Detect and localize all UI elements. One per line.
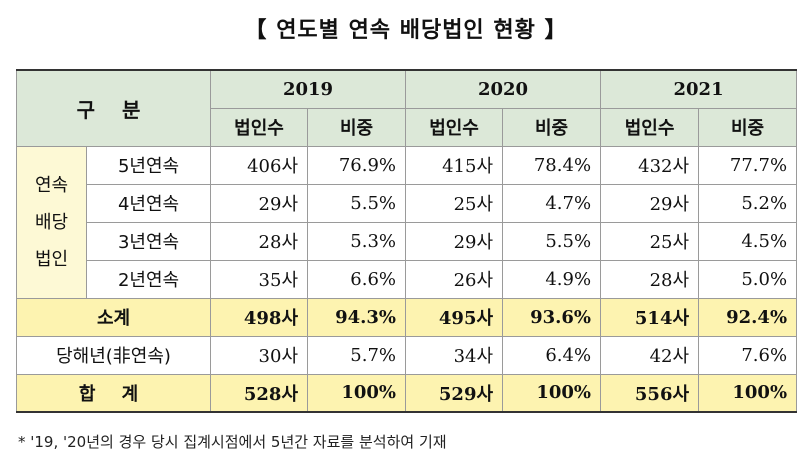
- non-consecutive-row: 당해년(非연속) 30사 5.7% 34사 6.4% 42사 7.6%: [15, 335, 798, 375]
- cell-count: 28사: [210, 221, 309, 261]
- row-label: 5년연속: [85, 145, 212, 185]
- cell-share: 100%: [307, 373, 407, 413]
- cell-count: 42사: [600, 335, 700, 375]
- cell-share: 4.5%: [698, 221, 798, 261]
- cell-share: 5.7%: [307, 335, 407, 375]
- table-row: 연속 배당 법인 5년연속 406사 76.9% 415사 78.4% 432사…: [16, 145, 798, 299]
- cell-share: 6.4%: [502, 335, 602, 375]
- cell-count: 29사: [405, 221, 504, 261]
- page-title: 【 연도별 연속 배당법인 현황 】: [244, 18, 568, 43]
- table-row: 2년연속 35사 6.6% 26사 4.9% 28사 5.0%: [17, 259, 798, 299]
- header-share: 비중: [307, 107, 407, 147]
- table-row: 3년연속 28사 5.3% 29사 5.5% 25사 4.5%: [17, 221, 798, 261]
- group-label-line: 배당: [34, 211, 69, 233]
- cell-share: 100%: [502, 373, 602, 413]
- cell-count: 34사: [405, 335, 504, 375]
- header-share: 비중: [502, 107, 602, 147]
- total-label: 합 계: [15, 373, 212, 413]
- cell-share: 94.3%: [307, 297, 407, 337]
- cell-count: 498사: [210, 297, 309, 337]
- cell-count: 528사: [210, 373, 309, 413]
- cell-count: 415사: [405, 145, 504, 185]
- cell-count: 35사: [210, 259, 309, 299]
- dividend-table: 구 분 2019 2020 2021 법인수 비중 법인수 비중 법인수 비중 …: [15, 69, 798, 413]
- cell-share: 4.7%: [502, 183, 602, 223]
- group-label: 연속 배당 법인: [16, 145, 87, 299]
- cell-share: 92.4%: [698, 297, 798, 337]
- row-label: 2년연속: [85, 259, 212, 299]
- cell-count: 529사: [405, 373, 504, 413]
- cell-count: 25사: [600, 221, 700, 261]
- row-label: 3년연속: [85, 221, 212, 261]
- subtotal-row: 소계 498사 94.3% 495사 93.6% 514사 92.4%: [15, 297, 798, 337]
- cell-share: 6.6%: [307, 259, 407, 299]
- table-row: 4년연속 29사 5.5% 25사 4.7% 29사 5.2%: [17, 183, 798, 223]
- header-count: 법인수: [210, 107, 309, 147]
- row-label: 4년연속: [85, 183, 212, 223]
- header-category: 구 분: [15, 69, 212, 147]
- cell-share: 5.2%: [698, 183, 798, 223]
- cell-share: 100%: [698, 373, 798, 413]
- cell-share: 5.5%: [307, 183, 407, 223]
- header-year-2020: 2020: [405, 69, 602, 109]
- non-consecutive-label: 당해년(非연속): [15, 335, 212, 375]
- footnote: * '19, '20년의 경우 당시 집계시점에서 5년간 자료를 분석하여 기…: [18, 433, 447, 451]
- cell-share: 5.0%: [698, 259, 798, 299]
- header-count: 법인수: [600, 107, 700, 147]
- cell-share: 5.3%: [307, 221, 407, 261]
- header-year-2019: 2019: [210, 69, 407, 109]
- cell-share: 7.6%: [698, 335, 798, 375]
- header-count: 법인수: [405, 107, 504, 147]
- cell-share: 77.7%: [698, 145, 798, 185]
- subtotal-label: 소계: [15, 297, 212, 337]
- cell-count: 432사: [600, 145, 700, 185]
- cell-count: 30사: [210, 335, 309, 375]
- cell-count: 29사: [600, 183, 700, 223]
- group-label-line: 연속: [34, 174, 69, 196]
- cell-share: 78.4%: [502, 145, 602, 185]
- cell-count: 406사: [210, 145, 309, 185]
- cell-count: 556사: [600, 373, 700, 413]
- cell-count: 28사: [600, 259, 700, 299]
- cell-share: 4.9%: [502, 259, 602, 299]
- cell-share: 5.5%: [502, 221, 602, 261]
- cell-count: 514사: [600, 297, 700, 337]
- header-share: 비중: [698, 107, 798, 147]
- header-year-2021: 2021: [600, 69, 798, 109]
- cell-count: 29사: [210, 183, 309, 223]
- total-row: 합 계 528사 100% 529사 100% 556사 100%: [15, 373, 798, 413]
- cell-count: 26사: [405, 259, 504, 299]
- group-label-line: 법인: [34, 248, 69, 270]
- cell-count: 25사: [405, 183, 504, 223]
- cell-count: 495사: [405, 297, 504, 337]
- cell-share: 76.9%: [307, 145, 407, 185]
- cell-share: 93.6%: [502, 297, 602, 337]
